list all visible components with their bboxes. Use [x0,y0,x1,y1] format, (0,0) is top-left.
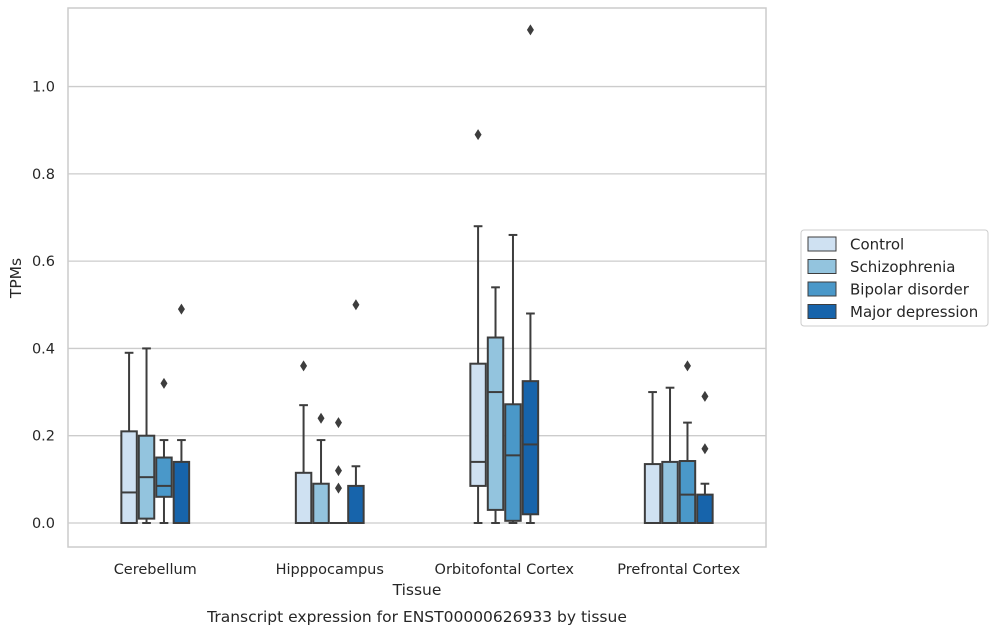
outlier-point [334,417,342,429]
outlier-point [177,303,185,315]
legend-swatch [807,259,837,274]
box-2-1 [486,286,505,524]
box-3-2 [678,360,697,524]
boxes [120,24,714,525]
box-1-1 [312,412,330,524]
y-tick-label: 0.6 [32,254,55,270]
x-tick-label: Prefrontal Cortex [617,562,740,578]
box-1-3 [347,299,365,524]
legend-label: Major depression [850,303,978,321]
y-tick-label: 0.4 [32,341,55,357]
outlier-point [317,412,325,424]
y-tick-label: 0.0 [32,516,55,532]
legend: Control Schizophrenia Bipolar disorder Majo… [800,229,989,327]
box-0-1 [137,347,156,524]
y-tick-labels: 0.0 0.2 0.4 0.6 0.8 1.0 [32,80,55,532]
plot-frame [67,7,767,548]
box-iqr [696,493,714,524]
outlier-point [474,129,482,141]
box-iqr [469,362,487,487]
box-iqr [504,403,522,522]
outlier-point [352,299,360,311]
box-0-0 [120,351,138,524]
box-3-3 [696,390,714,524]
legend-label: Schizophrenia [850,258,955,276]
box-iqr [120,430,138,524]
legend-label: Bipolar disorder [850,281,970,299]
x-tick-label: Cerebellum [114,562,197,578]
outlier-point [300,360,308,372]
outlier-point [160,377,168,389]
box-3-0 [643,391,662,524]
box-3-1 [661,386,679,524]
box-iqr [678,460,697,524]
legend-swatch [807,281,837,297]
box-iqr [486,336,505,511]
outlier-point [334,482,342,494]
outlier-point [683,360,691,372]
box-iqr [521,380,540,516]
box-1-2 [329,417,348,525]
outlier-point [701,443,709,455]
box-iqr [294,471,313,524]
x-tick-labels: Cerebellum Hipppocampus Orbitofontal Corte… [114,562,741,578]
plot-background [68,8,766,547]
box-0-3 [172,303,191,524]
y-tick-label: 0.2 [32,429,55,445]
box-iqr [172,460,191,524]
y-tick-label: 0.8 [32,167,55,183]
box-2-0 [469,129,487,524]
legend-swatch [807,304,837,319]
x-tick-label: Orbitofontal Cortex [435,562,575,578]
outlier-point [526,24,534,36]
box-2-2 [504,233,522,524]
y-axis-label: TPMs [7,258,25,299]
box-0-2 [155,377,173,524]
box-iqr [661,460,679,524]
figure-caption: Transcript expression for ENST0000062693… [206,608,627,626]
box-iqr [155,456,173,498]
box-1-0 [294,360,313,524]
x-tick-label: Hipppocampus [276,562,384,578]
box-iqr [312,482,330,524]
legend-swatch [807,236,837,252]
legend-label: Control [850,236,904,254]
legend-frame [800,229,989,327]
outlier-point [334,465,342,477]
box-iqr [347,484,365,524]
outlier-point [701,390,709,402]
y-tick-label: 1.0 [32,80,55,96]
box-2-3 [521,24,540,524]
box-iqr [643,463,662,524]
x-axis-label: Tissue [392,581,442,599]
